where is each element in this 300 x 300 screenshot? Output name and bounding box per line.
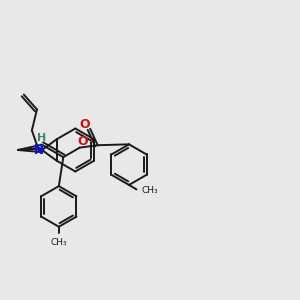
Text: N: N: [34, 143, 44, 156]
Text: O: O: [77, 135, 88, 148]
Text: N: N: [34, 144, 44, 157]
Text: O: O: [80, 118, 90, 130]
Text: CH₃: CH₃: [50, 238, 67, 247]
Text: CH₃: CH₃: [142, 186, 158, 195]
Text: H: H: [37, 133, 46, 143]
